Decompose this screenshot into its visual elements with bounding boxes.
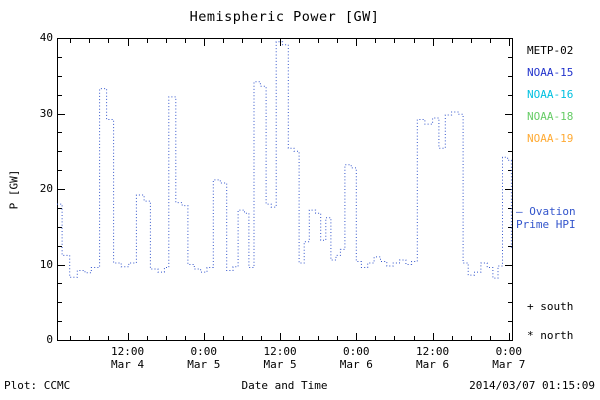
y-tick-label: 30 <box>39 106 53 120</box>
timestamp-label: 2014/03/07 01:15:09 <box>469 379 595 392</box>
legend-item-noaa-15: NOAA-15 <box>527 66 574 79</box>
hpi-series-line <box>57 41 512 279</box>
x-tick-label: 0:00 Mar 7 <box>492 345 526 371</box>
satellite-legend: METP-02 NOAA-15 NOAA-16 NOAA-18 NOAA-19 <box>527 40 573 150</box>
y-tick-label: 40 <box>39 31 53 44</box>
y-tick-label: 0 <box>46 333 53 346</box>
plot-source-label: Plot: CCMC <box>4 379 71 392</box>
x-tick-label: 0:00 Mar 6 <box>339 345 373 371</box>
x-tick-label: 0:00 Mar 5 <box>187 345 221 371</box>
x-tick-label: 12:00 Mar 6 <box>416 345 450 371</box>
x-tick-label: 12:00 Mar 5 <box>263 345 297 371</box>
y-tick-label: 20 <box>39 182 53 195</box>
x-tick-label: 12:00 Mar 4 <box>110 345 145 371</box>
plot-frame <box>57 38 513 341</box>
chart-title: Hemispheric Power [GW] <box>189 9 380 25</box>
y-tick-label: 10 <box>39 257 53 271</box>
x-axis-title: Date and Time <box>241 379 328 392</box>
south-marker-label: + south <box>527 300 574 313</box>
model-legend-line2: Prime HPI <box>516 218 576 231</box>
north-marker-label: * north <box>527 329 574 342</box>
legend-item-metp-02: METP-02 <box>527 44 574 57</box>
legend-item-noaa-18: NOAA-18 <box>527 110 574 123</box>
model-legend-line1: – Ovation <box>516 205 576 218</box>
legend-item-noaa-16: NOAA-16 <box>527 88 574 101</box>
model-legend-label: – Ovation Prime HPI <box>516 205 576 231</box>
legend-item-noaa-19: NOAA-19 <box>527 132 574 145</box>
